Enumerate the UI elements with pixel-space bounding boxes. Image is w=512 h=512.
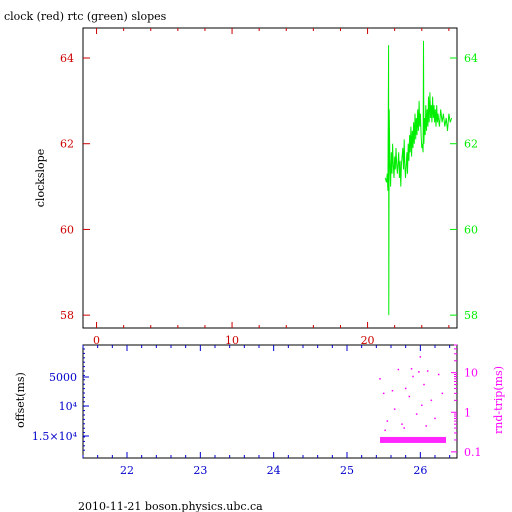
rndtrip-point-7 <box>404 387 407 390</box>
rndtrip-axis: 10 1 0.1 <box>451 344 482 459</box>
slope-x-tick-label-1: 10 <box>225 334 239 347</box>
rndtrip-point-12 <box>421 404 423 407</box>
offset-tick-label-1: 10⁴ <box>59 400 78 413</box>
rndtrip-point-15 <box>430 399 433 402</box>
rndtrip-point-18 <box>441 392 444 395</box>
slope-panel: 58 60 62 64 58 60 62 64 0 10 20 clockslope <box>34 27 478 347</box>
rndtrip-tick-label-2: 0.1 <box>464 446 482 459</box>
rndtrip-point-6 <box>401 423 403 425</box>
rndtrip-point-3 <box>391 389 394 392</box>
rndtrip-point-17 <box>437 373 440 376</box>
offset-x-tick-label-2: 24 <box>267 464 281 477</box>
slope-x-tick-label-0: 0 <box>93 334 100 347</box>
offset-x-tick-label-1: 23 <box>193 464 207 477</box>
rndtrip-point-0 <box>379 378 381 380</box>
slope-x-axis: 0 10 20 <box>93 28 450 347</box>
rndtrip-point-16 <box>434 417 436 420</box>
rndtrip-point-1 <box>382 392 385 395</box>
clock-tick-label-0: 58 <box>60 309 74 322</box>
slope-x-tick-label-2: 20 <box>361 334 375 347</box>
offset-axis: 5000 10⁴ 1.5×10⁴ <box>32 348 89 451</box>
offset-x-axis: 22 23 24 25 26 <box>82 345 451 477</box>
clock-tick-label-3: 64 <box>60 52 74 65</box>
rndtrip-point-5 <box>397 368 400 371</box>
slope-plot-frame <box>82 27 458 329</box>
rndtrip-series <box>379 356 446 443</box>
rndtrip-point-10 <box>415 413 418 415</box>
slope-y-axis-label: clockslope <box>34 149 47 207</box>
rndtrip-band <box>380 436 446 443</box>
rndtrip-point-14 <box>426 370 429 372</box>
offset-tick-label-2: 1.5×10⁴ <box>32 430 78 443</box>
rndtrip-point-9 <box>412 375 414 378</box>
rtc-axis: 58 60 62 64 <box>450 52 478 322</box>
rtc-tick-label-2: 62 <box>464 138 478 151</box>
rndtrip-point-11 <box>419 356 422 358</box>
offset-tick-label-0: 5000 <box>49 371 77 384</box>
rndtrip-tick-label-1: 1 <box>464 406 471 419</box>
clock-tick-label-2: 62 <box>60 138 74 151</box>
chart-title: clock (red) rtc (green) slopes <box>4 10 167 23</box>
rndtrip-tick-label-0: 10 <box>464 367 478 380</box>
rndtrip-point-21 <box>425 425 427 427</box>
offset-x-tick-label-3: 25 <box>340 464 354 477</box>
footer-text: 2010-11-21 boson.physics.ubc.ca <box>78 500 263 512</box>
rndtrip-y-axis-label: rnd-trip(ms) <box>492 366 505 434</box>
rndtrip-point-13 <box>423 383 425 386</box>
rtc-tick-label-3: 64 <box>464 52 478 65</box>
offset-x-tick-label-0: 22 <box>120 464 134 477</box>
rndtrip-point-20 <box>403 427 405 429</box>
offset-y-axis-label: offset(ms) <box>14 372 27 428</box>
rtc-tick-label-1: 60 <box>464 223 478 236</box>
rndtrip-point-22 <box>410 368 413 370</box>
rndtrip-point-19 <box>384 429 386 432</box>
rndtrip-point-4 <box>393 408 396 410</box>
offset-x-tick-label-4: 26 <box>413 464 427 477</box>
rtc-tick-label-0: 58 <box>464 309 478 322</box>
rndtrip-point-8 <box>408 395 411 398</box>
rndtrip-point-2 <box>386 420 389 422</box>
clock-tick-label-1: 60 <box>60 223 74 236</box>
rtc-series-line <box>384 40 453 316</box>
offset-panel: 5000 10⁴ 1.5×10⁴ 10 1 0.1 22 23 24 25 26 offset(… <box>14 344 505 477</box>
rndtrip-point-23 <box>418 371 420 373</box>
clock-axis: 58 60 62 64 <box>60 52 90 322</box>
